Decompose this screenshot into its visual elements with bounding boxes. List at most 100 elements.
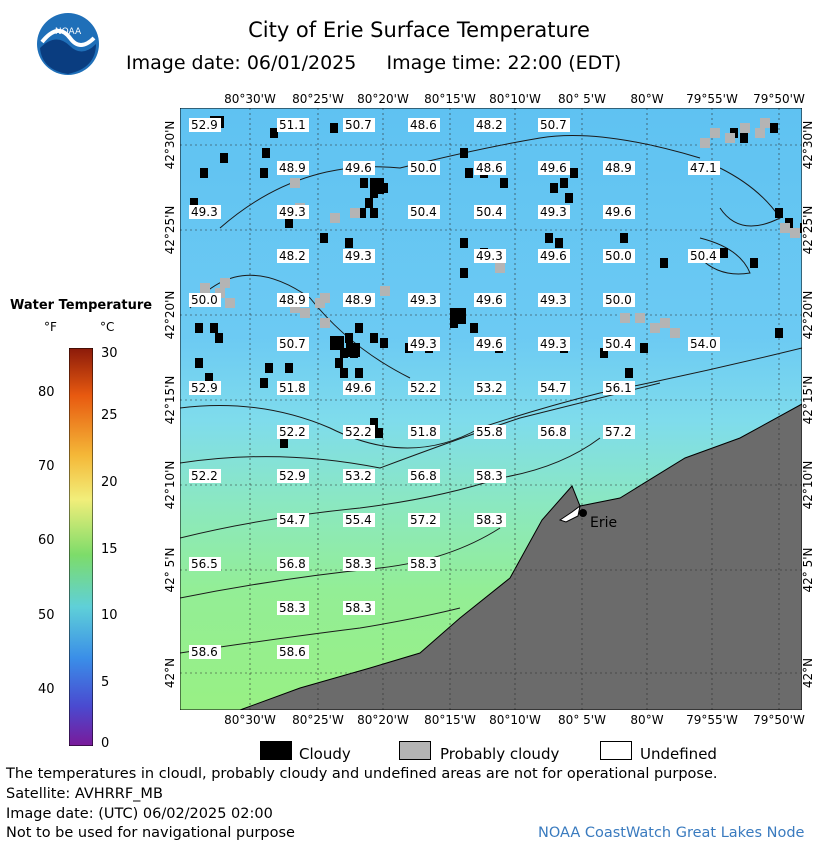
- temperature-label: 51.8: [277, 381, 309, 395]
- cloudy-cell: [200, 168, 208, 178]
- lat-tick-label-right: 42°10'N: [801, 460, 815, 510]
- cloudy-cell: [465, 168, 473, 178]
- probably-cloudy-cell: [670, 328, 680, 338]
- temperature-label: 50.7: [343, 118, 375, 132]
- celsius-tick: 25: [101, 408, 118, 423]
- lat-tick-label-right: 42°30'N: [801, 120, 815, 170]
- legend-unit-c: °C: [100, 320, 115, 334]
- temperature-label: 56.8: [538, 425, 570, 439]
- svg-text:50.4: 50.4: [476, 205, 503, 219]
- lat-tick-label-right: 42° 5'N: [801, 547, 815, 593]
- cloudy-cell: [330, 336, 344, 350]
- probably-cloudy-cell: [290, 303, 300, 313]
- svg-text:50.7: 50.7: [540, 118, 567, 132]
- svg-text:58.6: 58.6: [191, 645, 218, 659]
- svg-text:56.1: 56.1: [605, 381, 632, 395]
- noaa-logo: NOAA: [37, 13, 99, 75]
- temperature-label: 49.6: [343, 161, 375, 175]
- svg-text:49.6: 49.6: [345, 161, 372, 175]
- svg-text:48.9: 48.9: [605, 161, 632, 175]
- lon-tick-label-top: 80° 5'W: [558, 92, 606, 106]
- temperature-label: 50.4: [408, 205, 440, 219]
- temperature-label: 55.4: [343, 513, 375, 527]
- svg-text:49.3: 49.3: [540, 293, 567, 307]
- cloudy-cell: [460, 148, 468, 158]
- lon-tick-label-bot: 80°30'W: [224, 713, 276, 727]
- cloudy-cell: [375, 428, 383, 438]
- cloudy-cell: [620, 233, 628, 243]
- lon-tick-label-top: 80°25'W: [292, 92, 344, 106]
- temperature-label: 48.9: [277, 293, 309, 307]
- cloudy-cell: [365, 198, 373, 208]
- cloudy-cell: [370, 178, 384, 194]
- svg-text:56.5: 56.5: [191, 557, 218, 571]
- cloudy-cell: [285, 363, 293, 373]
- temperature-label: 54.0: [688, 337, 720, 351]
- cloudy-cell: [345, 238, 353, 248]
- graticule: [180, 108, 802, 710]
- lat-tick-label-right: 42°N: [801, 657, 815, 689]
- temperature-label: 47.1: [688, 161, 720, 175]
- cloudy-cell: [460, 268, 468, 278]
- temperature-label: 57.2: [408, 513, 440, 527]
- svg-text:54.0: 54.0: [690, 337, 717, 351]
- svg-text:48.9: 48.9: [279, 293, 306, 307]
- temperature-label: 50.4: [603, 337, 635, 351]
- erie-label: Erie: [590, 515, 617, 531]
- svg-text:49.6: 49.6: [540, 249, 567, 263]
- celsius-tick: 10: [101, 608, 118, 623]
- temperature-label: 49.3: [538, 205, 570, 219]
- temperature-label: 56.1: [603, 381, 635, 395]
- cloudy-cell: [380, 338, 388, 348]
- cloudy-cell: [660, 258, 668, 268]
- svg-text:48.2: 48.2: [279, 249, 306, 263]
- svg-text:58.3: 58.3: [476, 513, 503, 527]
- cloudy-cell: [215, 333, 223, 343]
- undefined-swatch: [600, 741, 632, 760]
- temperature-label: 56.8: [408, 469, 440, 483]
- probably-cloudy-cell: [790, 228, 800, 238]
- cloudy-cell: [370, 418, 378, 428]
- temperature-label: 53.2: [343, 469, 375, 483]
- svg-text:56.8: 56.8: [540, 425, 567, 439]
- svg-text:49.3: 49.3: [410, 293, 437, 307]
- image-date-line: Image date: 06/01/2025 Image time: 22:00…: [126, 52, 622, 74]
- probably-cloudy-cell: [315, 298, 325, 308]
- svg-text:49.3: 49.3: [540, 205, 567, 219]
- svg-text:52.9: 52.9: [191, 118, 218, 132]
- erie-marker: [579, 509, 587, 517]
- temperature-label: 56.8: [277, 557, 309, 571]
- temperature-label: 49.6: [603, 205, 635, 219]
- probably-cloudy-cell: [760, 118, 770, 128]
- temperature-label: 55.8: [474, 425, 506, 439]
- cloudy-cell: [740, 133, 748, 143]
- cloudy-cell: [260, 378, 268, 388]
- temperature-label: 51.1: [277, 118, 309, 132]
- temperature-label: 50.0: [603, 293, 635, 307]
- temperature-label: 51.8: [408, 425, 440, 439]
- temperature-label: 48.9: [603, 161, 635, 175]
- cloudy-cell: [750, 258, 758, 268]
- temperature-label: 52.9: [189, 118, 221, 132]
- probably-cloudy-cell: [710, 128, 720, 138]
- probably-cloudy-cell: [200, 283, 210, 293]
- temperature-label: 50.0: [408, 161, 440, 175]
- temperature-label: 50.4: [474, 205, 506, 219]
- cloudy-cell: [470, 323, 478, 333]
- land-area: [239, 403, 802, 710]
- temperature-label: 58.6: [277, 645, 309, 659]
- lon-tick-label-bot: 80°W: [630, 713, 664, 727]
- cloudy-cell: [775, 208, 783, 218]
- probably-cloudy-cell: [290, 178, 300, 188]
- fahrenheit-tick: 80: [38, 385, 55, 400]
- temperature-label: 52.2: [277, 425, 309, 439]
- svg-text:49.6: 49.6: [540, 161, 567, 175]
- cloudy-cell: [560, 178, 568, 188]
- probably-cloudy-cell: [350, 208, 360, 218]
- temperature-label: 53.2: [474, 381, 506, 395]
- probably-cloudy-cell: [650, 323, 660, 333]
- svg-text:53.2: 53.2: [476, 381, 503, 395]
- svg-text:49.6: 49.6: [605, 205, 632, 219]
- temperature-label: 52.2: [408, 381, 440, 395]
- svg-text:57.2: 57.2: [605, 425, 632, 439]
